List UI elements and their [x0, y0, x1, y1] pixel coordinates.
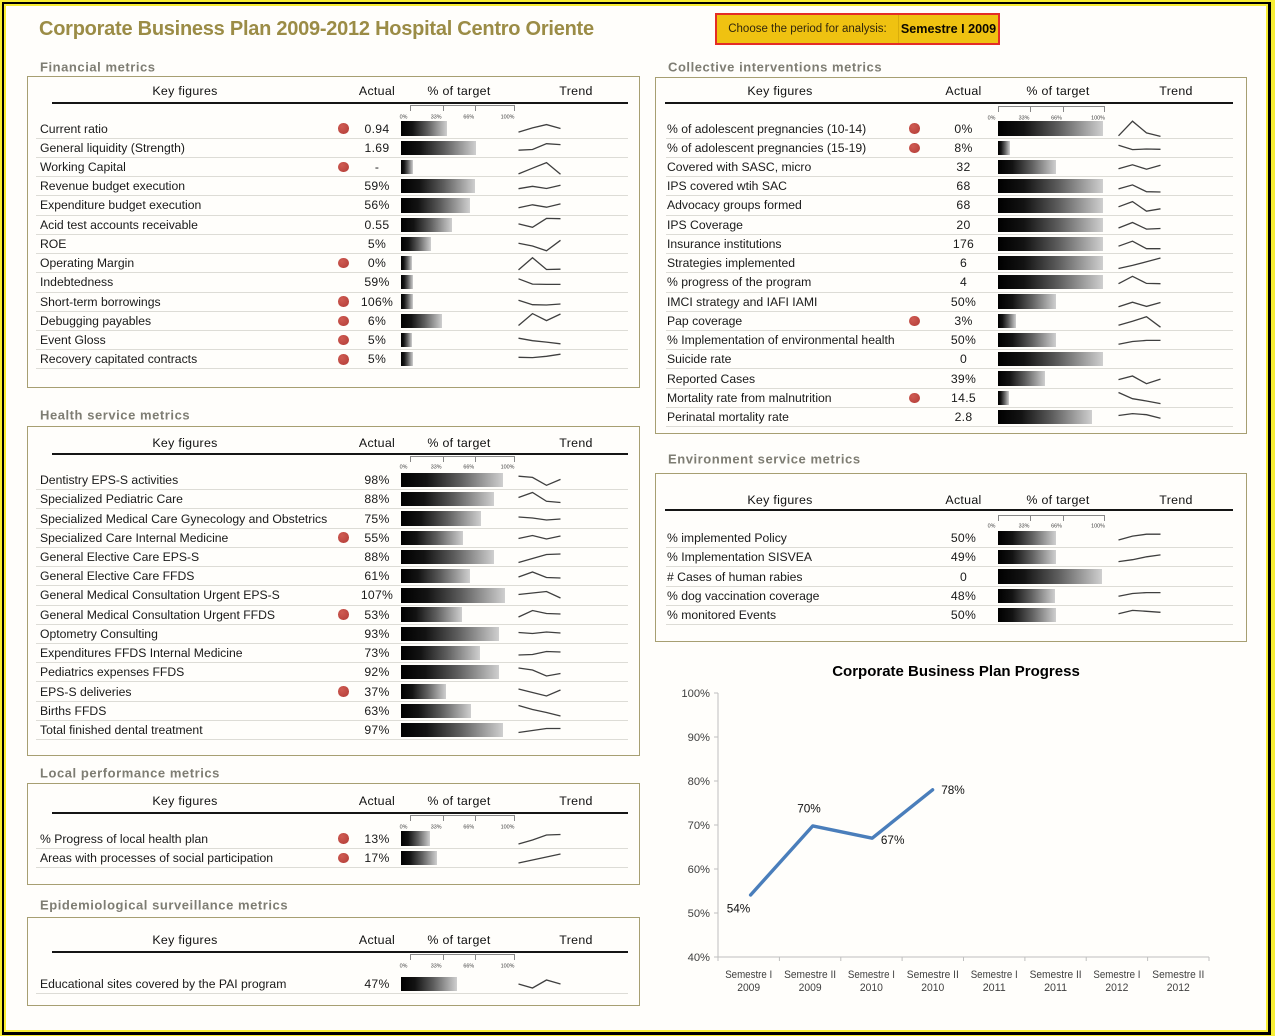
svg-text:0%: 0% [400, 963, 408, 969]
svg-text:0%: 0% [400, 114, 408, 120]
svg-text:66%: 66% [1051, 524, 1062, 530]
svg-text:50%: 50% [688, 908, 710, 920]
svg-text:33%: 33% [1018, 524, 1029, 530]
svg-text:100%: 100% [1091, 524, 1105, 530]
svg-text:100%: 100% [681, 688, 710, 700]
svg-text:54%: 54% [727, 901, 751, 915]
svg-text:Semestre I: Semestre I [971, 969, 1018, 981]
svg-text:2010: 2010 [860, 982, 883, 994]
svg-text:66%: 66% [1051, 115, 1062, 121]
svg-text:80%: 80% [688, 776, 710, 788]
svg-text:100%: 100% [501, 114, 515, 120]
svg-text:33%: 33% [431, 465, 442, 471]
svg-text:0%: 0% [987, 524, 995, 530]
svg-text:90%: 90% [688, 732, 710, 744]
svg-text:66%: 66% [463, 824, 474, 830]
svg-text:Semestre II: Semestre II [784, 969, 836, 981]
svg-text:2012: 2012 [1167, 982, 1190, 994]
svg-text:70%: 70% [797, 802, 821, 816]
svg-text:Semestre I: Semestre I [725, 969, 772, 981]
svg-text:33%: 33% [431, 114, 442, 120]
svg-text:78%: 78% [941, 783, 965, 797]
svg-text:2009: 2009 [737, 982, 760, 994]
svg-text:Semestre II: Semestre II [1030, 969, 1082, 981]
svg-text:33%: 33% [431, 824, 442, 830]
svg-text:40%: 40% [688, 952, 710, 964]
svg-text:2011: 2011 [983, 982, 1006, 994]
svg-text:60%: 60% [688, 864, 710, 876]
svg-text:2012: 2012 [1105, 982, 1128, 994]
svg-text:100%: 100% [501, 963, 515, 969]
svg-text:Semestre I: Semestre I [848, 969, 895, 981]
svg-text:2009: 2009 [799, 982, 822, 994]
svg-text:0%: 0% [400, 465, 408, 471]
svg-text:70%: 70% [688, 820, 710, 832]
svg-text:2010: 2010 [921, 982, 944, 994]
svg-text:100%: 100% [501, 465, 515, 471]
svg-text:33%: 33% [431, 963, 442, 969]
svg-text:0%: 0% [987, 115, 995, 121]
svg-text:66%: 66% [463, 465, 474, 471]
svg-text:Semestre I: Semestre I [1093, 969, 1140, 981]
svg-text:Semestre II: Semestre II [1152, 969, 1204, 981]
svg-text:66%: 66% [463, 114, 474, 120]
svg-text:100%: 100% [1091, 115, 1105, 121]
svg-text:Semestre II: Semestre II [907, 969, 959, 981]
svg-text:33%: 33% [1018, 115, 1029, 121]
svg-text:66%: 66% [463, 963, 474, 969]
svg-text:0%: 0% [400, 824, 408, 830]
svg-text:67%: 67% [881, 833, 905, 847]
svg-text:100%: 100% [501, 824, 515, 830]
svg-text:2011: 2011 [1044, 982, 1067, 994]
svg-text:Corporate Business Plan Progre: Corporate Business Plan Progress [832, 663, 1080, 680]
